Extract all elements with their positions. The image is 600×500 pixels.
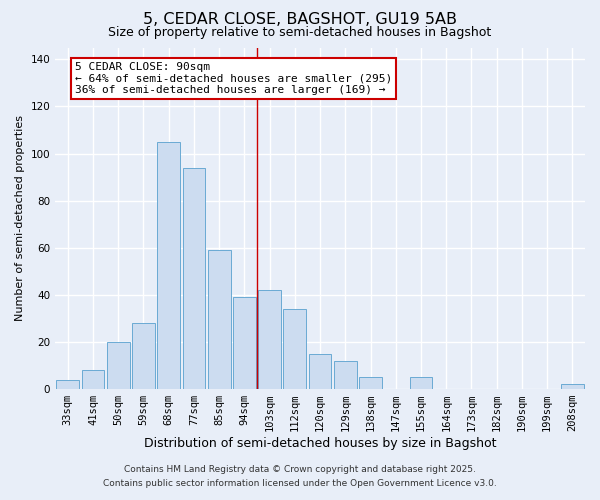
Text: Size of property relative to semi-detached houses in Bagshot: Size of property relative to semi-detach… (109, 26, 491, 39)
Bar (107, 342, 130, 389)
Bar (132, 323, 155, 389)
Bar (309, 354, 331, 389)
Bar (561, 384, 584, 389)
Text: 5 CEDAR CLOSE: 90sqm
← 64% of semi-detached houses are smaller (295)
36% of semi: 5 CEDAR CLOSE: 90sqm ← 64% of semi-detac… (76, 62, 392, 95)
Bar (359, 378, 382, 389)
Bar (334, 361, 356, 389)
Bar (258, 290, 281, 389)
Bar (182, 168, 205, 389)
Bar (208, 250, 230, 389)
Text: 5, CEDAR CLOSE, BAGSHOT, GU19 5AB: 5, CEDAR CLOSE, BAGSHOT, GU19 5AB (143, 12, 457, 28)
Bar (82, 370, 104, 389)
Bar (56, 380, 79, 389)
Bar (410, 378, 433, 389)
Bar (283, 309, 306, 389)
Y-axis label: Number of semi-detached properties: Number of semi-detached properties (15, 116, 25, 322)
Text: Contains HM Land Registry data © Crown copyright and database right 2025.
Contai: Contains HM Land Registry data © Crown c… (103, 466, 497, 487)
Bar (157, 142, 180, 389)
Bar (233, 297, 256, 389)
X-axis label: Distribution of semi-detached houses by size in Bagshot: Distribution of semi-detached houses by … (144, 437, 496, 450)
